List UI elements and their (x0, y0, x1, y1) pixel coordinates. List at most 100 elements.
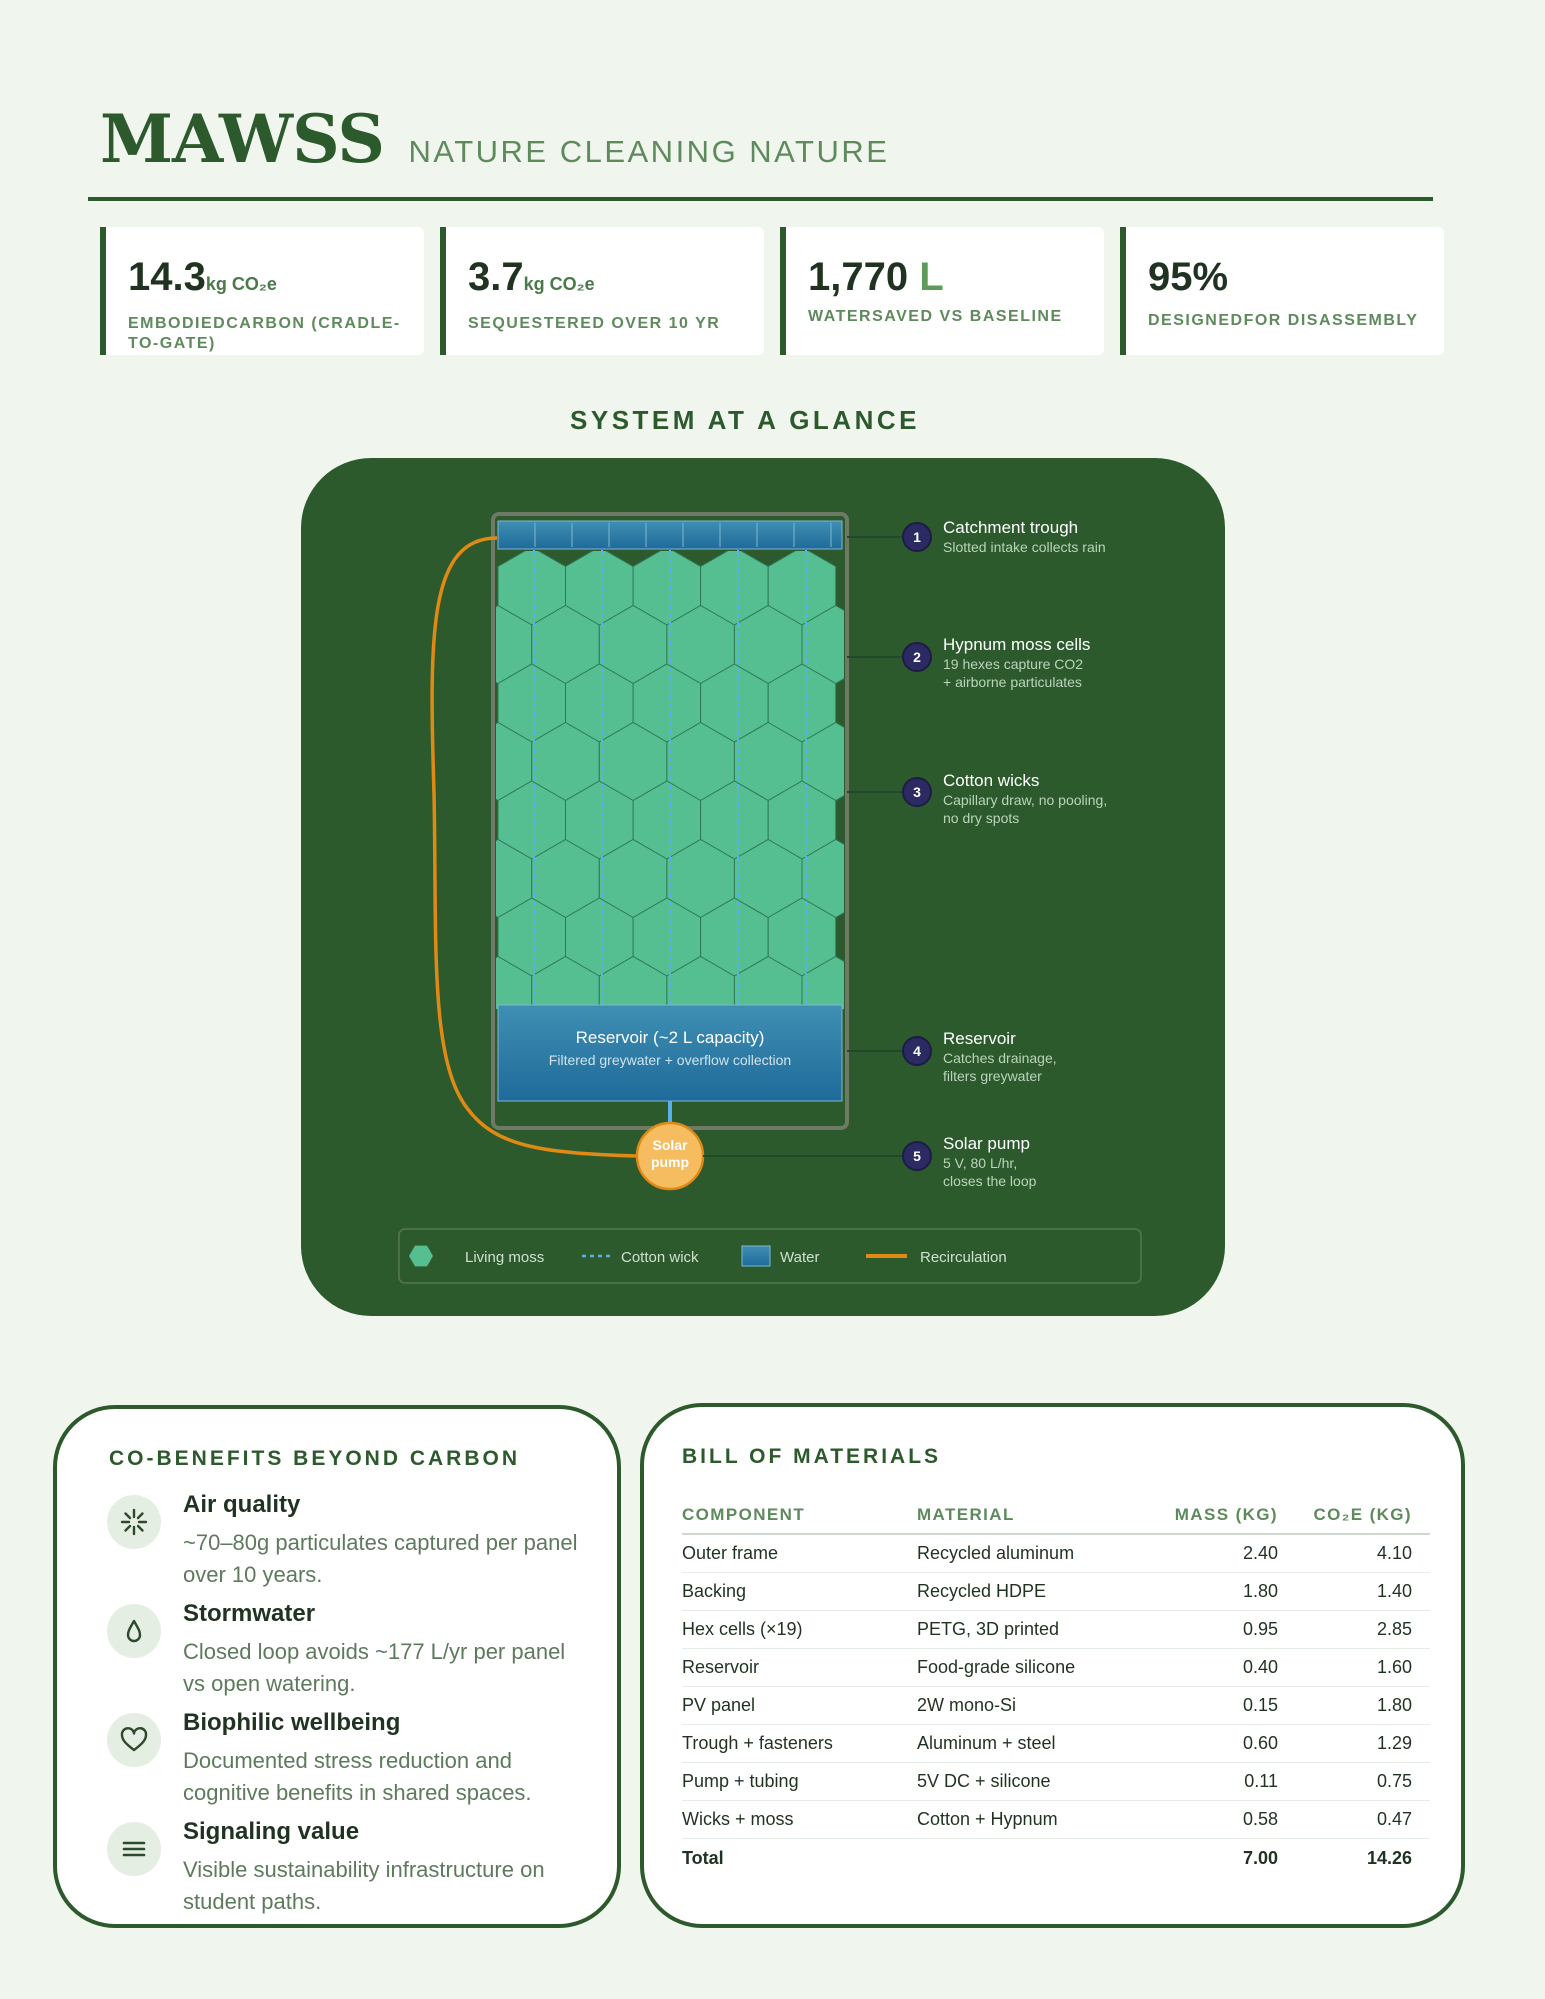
bom-co2e: 1.40 (1296, 1572, 1430, 1611)
bom-total-row: Total 7.00 14.26 (682, 1838, 1430, 1878)
moss-hex-cell (801, 955, 844, 1009)
stat-value: 95% (1148, 255, 1229, 299)
callout-desc: filters greywater (943, 1068, 1042, 1084)
legend-water-swatch (741, 1245, 771, 1267)
bom-component: Wicks + moss (682, 1800, 917, 1839)
bom-mass: 0.11 (1152, 1762, 1296, 1801)
benefit-title: Biophilic wellbeing (183, 1709, 401, 1736)
bom-material: Food-grade silicone (917, 1648, 1152, 1687)
table-row: Wicks + moss Cotton + Hypnum 0.58 0.47 (682, 1800, 1430, 1839)
callout-title: Hypnum moss cells (943, 635, 1090, 654)
bom-component: Backing (682, 1572, 917, 1611)
callout-desc: Catches drainage, (943, 1050, 1057, 1066)
diagram-legend (398, 1228, 1142, 1284)
heart-icon (107, 1713, 161, 1767)
benefit-title: Stormwater (183, 1600, 316, 1627)
benefit-desc: Documented stress reduction and cognitiv… (183, 1748, 532, 1805)
menu-lines-icon (107, 1822, 161, 1876)
callout-number: 1 (913, 529, 921, 545)
bom-co2e: 0.75 (1296, 1762, 1430, 1801)
callout-desc: Slotted intake collects rain (943, 539, 1106, 555)
stat-label: DESIGNEDFOR DISASSEMBLY (1148, 312, 1419, 329)
callout-badge (902, 777, 932, 807)
callout-badge (902, 642, 932, 672)
bom-material: Cotton + Hypnum (917, 1800, 1152, 1839)
table-row: Hex cells (×19) PETG, 3D printed 0.95 2.… (682, 1610, 1430, 1649)
bom-component: Hex cells (×19) (682, 1610, 917, 1649)
bom-mass: 0.58 (1152, 1800, 1296, 1839)
callout-title: Reservoir (943, 1029, 1016, 1048)
callout-number: 5 (913, 1148, 921, 1164)
bom-total-co2e: 14.26 (1366, 1847, 1412, 1868)
callout-title: Cotton wicks (943, 771, 1039, 790)
brand-tagline: NATURE CLEANING NATURE (408, 134, 890, 169)
callout-badge (902, 522, 932, 552)
bom-header-row: COMPONENT MATERIAL MASS (KG) CO₂E (KG) (682, 1495, 1430, 1535)
stat-value: 14.3kg CO₂e (128, 255, 277, 299)
stat-card-sequestered: 3.7kg CO₂e SEQUESTERED OVER 10 YR (440, 227, 764, 355)
bom-mass: 1.80 (1152, 1572, 1296, 1611)
bom-material: Recycled HDPE (917, 1572, 1152, 1611)
table-row: PV panel 2W mono-Si 0.15 1.80 (682, 1686, 1430, 1725)
section-title-glance: SYSTEM AT A GLANCE (570, 405, 920, 435)
cotton-wicks (533, 550, 807, 1004)
bom-title: BILL OF MATERIALS (682, 1445, 942, 1468)
system-diagram: Reservoir (~2 L capacity) Filtered greyw… (301, 458, 1225, 1316)
bom-mass: 0.60 (1152, 1724, 1296, 1763)
legend-label: Recirculation (920, 1249, 1007, 1266)
bom-component: Trough + fasteners (682, 1724, 917, 1763)
callout-desc: 19 hexes capture CO2 (943, 656, 1083, 672)
callout-number: 4 (913, 1043, 921, 1059)
bom-co2e: 2.85 (1296, 1610, 1430, 1649)
stat-card-embodied-carbon: 14.3kg CO₂e EMBODIEDCARBON (CRADLE-TO-GA… (100, 227, 424, 355)
callout-desc: closes the loop (943, 1173, 1037, 1189)
callout-desc: no dry spots (943, 810, 1019, 826)
bom-mass: 0.95 (1152, 1610, 1296, 1649)
bom-component: PV panel (682, 1686, 917, 1725)
bom-mass: 2.40 (1152, 1534, 1296, 1573)
stat-unit: L (919, 255, 944, 299)
bom-component: Outer frame (682, 1534, 917, 1573)
stat-card-water-saved: 1,770 L WATERSAVED VS BASELINE (780, 227, 1104, 355)
bom-co2e: 1.80 (1296, 1686, 1430, 1725)
bom-total-material (917, 1838, 1152, 1878)
bom-co2e: 1.29 (1296, 1724, 1430, 1763)
bom-mass: 0.40 (1152, 1648, 1296, 1687)
bom-header-cell: MASS (KG) (1152, 1495, 1296, 1535)
callout-catchment: 1 Catchment trough Slotted intake collec… (902, 518, 1106, 555)
bom-material: Recycled aluminum (917, 1534, 1152, 1573)
callout-desc: 5 V, 80 L/hr, (943, 1155, 1017, 1171)
pump-label: Solar (652, 1137, 688, 1153)
pump-label: pump (651, 1154, 689, 1170)
benefit-desc: ~70–80g particulates captured per panel … (183, 1530, 578, 1587)
bom-co2e: 1.60 (1296, 1648, 1430, 1687)
system-diagram-svg: Reservoir (~2 L capacity) Filtered greyw… (398, 512, 1142, 1284)
benefit-desc: Visible sustainability infrastructure on… (183, 1857, 545, 1914)
callout-solar-pump: 5 Solar pump 5 V, 80 L/hr, closes the lo… (902, 1134, 1037, 1189)
bom-header-cell: MATERIAL (917, 1495, 1152, 1535)
callout-badge (902, 1036, 932, 1066)
sparkle-icon (107, 1495, 161, 1549)
callout-number: 3 (913, 784, 921, 800)
stat-card-disassembly: 95% DESIGNEDFOR DISASSEMBLY (1120, 227, 1444, 355)
callout-badge (902, 1141, 932, 1171)
stat-label: EMBODIEDCARBON (CRADLE-TO-GATE) (128, 315, 401, 352)
stat-unit: kg CO₂e (205, 274, 277, 294)
bom-table: COMPONENT MATERIAL MASS (KG) CO₂E (KG) O… (682, 1495, 1430, 1878)
bom-total-mass: 7.00 (1242, 1847, 1278, 1868)
callout-number: 2 (913, 649, 921, 665)
catchment-trough (497, 520, 843, 550)
bom-material: 2W mono-Si (917, 1686, 1152, 1725)
legend-label: Cotton wick (621, 1249, 699, 1266)
benefit-title: Air quality (183, 1491, 301, 1518)
legend-label: Water (780, 1249, 819, 1266)
bom-component: Pump + tubing (682, 1762, 917, 1801)
brand-title: MAWSS (100, 100, 385, 178)
recirculation-line (430, 536, 637, 1158)
stat-label: WATERSAVED VS BASELINE (808, 308, 1063, 325)
callout-wicks: 3 Cotton wicks Capillary draw, no poolin… (902, 771, 1107, 826)
legend-label: Living moss (465, 1249, 544, 1266)
co-benefits-title: CO-BENEFITS BEYOND CARBON (109, 1447, 521, 1470)
bom-component: Reservoir (682, 1648, 917, 1687)
stat-value: 1,770 L (808, 255, 944, 299)
